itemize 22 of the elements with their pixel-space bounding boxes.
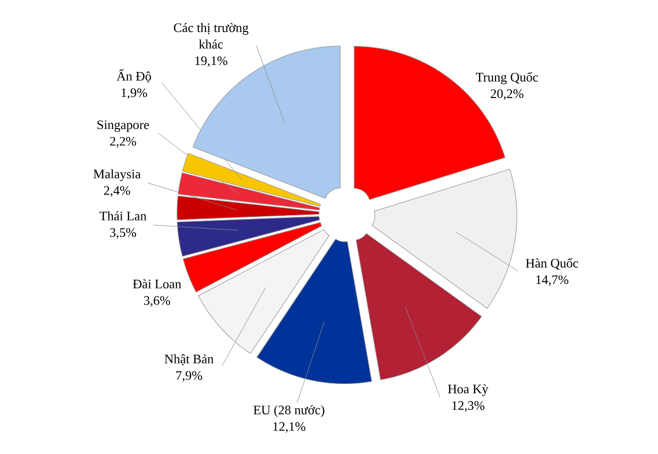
slice-label: Singapore <box>98 120 149 132</box>
data-label: 19,1% <box>195 56 228 68</box>
data-label: 20,2% <box>490 89 524 100</box>
slice-label: Đài Loan <box>132 279 182 288</box>
data-label: 7,9% <box>176 371 202 382</box>
data-label: 3,5% <box>110 228 136 239</box>
data-label: 14,7% <box>536 275 568 286</box>
slice-label: EU (28 nước) <box>254 405 324 418</box>
slice-label: Trung Quốc <box>476 72 538 84</box>
data-label: 2,4% <box>104 186 130 197</box>
data-label: 12,3% <box>452 401 484 412</box>
slice-label: Các thị trường khác <box>174 22 248 49</box>
data-label: 1,9% <box>122 88 148 100</box>
data-label: 12,1% <box>273 422 306 433</box>
slice-label: Ấn Độ <box>116 68 152 83</box>
slice-label: Thái Lan <box>100 211 146 220</box>
slice-label: Hàn Quốc <box>526 258 578 270</box>
slice-label: Malaysia <box>94 169 141 182</box>
slice-label: Nhật Bản <box>164 354 214 366</box>
slice-label: Hoa Kỳ <box>448 384 488 396</box>
data-label: 2,2% <box>110 136 136 148</box>
data-label: 3,6% <box>144 296 170 307</box>
